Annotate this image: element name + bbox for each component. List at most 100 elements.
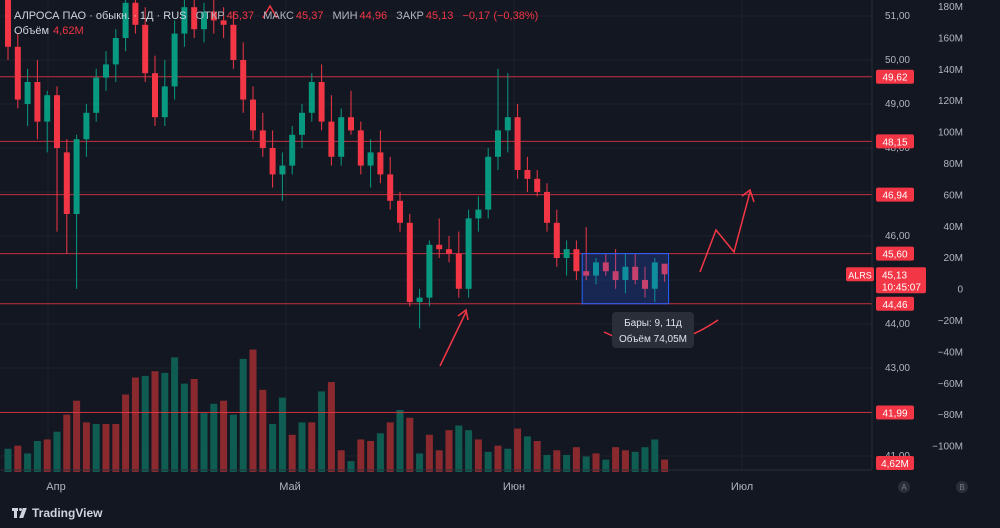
candle-body[interactable] xyxy=(367,152,374,166)
last-price-badge[interactable] xyxy=(876,267,926,294)
candle-body[interactable] xyxy=(642,280,648,289)
symbol-tag[interactable] xyxy=(846,267,874,282)
candle-body[interactable] xyxy=(348,117,354,131)
symbol-title[interactable]: АЛРОСА ПАО · обыкн. · 1Д · RUS xyxy=(14,10,187,22)
candle-body[interactable] xyxy=(112,38,119,65)
level-badge[interactable] xyxy=(876,134,914,149)
candle-body[interactable] xyxy=(651,262,658,289)
candle-body[interactable] xyxy=(504,117,511,131)
candle-body[interactable] xyxy=(54,95,60,148)
candle-body[interactable] xyxy=(289,134,296,166)
candle-body[interactable] xyxy=(161,86,168,118)
candle-body[interactable] xyxy=(5,0,11,47)
candle-body[interactable] xyxy=(485,156,492,210)
candle-body[interactable] xyxy=(416,297,423,302)
candle-body[interactable] xyxy=(563,249,570,258)
candle-body[interactable] xyxy=(622,266,629,280)
candle-body[interactable] xyxy=(612,271,619,280)
candle-body[interactable] xyxy=(436,244,443,250)
auto-scale-button[interactable] xyxy=(898,481,910,493)
volume-bar xyxy=(33,441,41,472)
candle-body[interactable] xyxy=(299,112,305,135)
candle-body[interactable] xyxy=(24,82,31,104)
candle-body[interactable] xyxy=(279,165,286,175)
candle-body[interactable] xyxy=(132,2,139,25)
level-badge-label: 48,15 xyxy=(882,137,907,148)
level-badge[interactable] xyxy=(876,187,914,202)
candle-body[interactable] xyxy=(93,77,100,113)
candle-body[interactable] xyxy=(573,249,580,272)
candle-body[interactable] xyxy=(83,112,90,140)
candle-body[interactable] xyxy=(181,7,188,34)
candle-body[interactable] xyxy=(426,244,433,298)
candle-body[interactable] xyxy=(455,253,462,289)
candle-body[interactable] xyxy=(338,117,345,157)
candle-body[interactable] xyxy=(446,249,452,254)
volume-bar xyxy=(151,371,159,472)
candle-body[interactable] xyxy=(661,263,668,275)
candle-body[interactable] xyxy=(259,130,266,148)
candle-body[interactable] xyxy=(387,174,394,201)
candle-body[interactable] xyxy=(495,130,501,157)
candle-body[interactable] xyxy=(269,148,276,175)
volume-bar xyxy=(435,450,443,472)
candle-body[interactable] xyxy=(514,117,521,170)
candle-body[interactable] xyxy=(534,178,541,192)
candle-body[interactable] xyxy=(142,24,149,74)
candle-body[interactable] xyxy=(524,170,531,179)
level-badge[interactable] xyxy=(876,69,914,84)
level-badge-label: 44,46 xyxy=(882,300,907,311)
candle-body[interactable] xyxy=(220,20,227,25)
candle-body[interactable] xyxy=(34,82,41,122)
candle-body[interactable] xyxy=(44,95,51,122)
candle-body[interactable] xyxy=(210,11,217,21)
candle-body[interactable] xyxy=(250,99,256,131)
candle-body[interactable] xyxy=(191,7,198,30)
measure-box[interactable] xyxy=(581,253,670,305)
candle-body[interactable] xyxy=(240,60,247,100)
symbol-header: АЛРОСА ПАО · обыкн. · 1Д · RUS ОТКР 45,37… xyxy=(14,10,544,22)
volume-bar xyxy=(180,383,188,472)
level-badge[interactable] xyxy=(876,246,914,261)
candle-body[interactable] xyxy=(63,152,70,214)
level-badge[interactable] xyxy=(876,405,914,420)
volume-scale-button[interactable] xyxy=(956,481,968,493)
candle-body[interactable] xyxy=(544,192,550,223)
candle-body[interactable] xyxy=(465,218,472,289)
volume-label: Объём xyxy=(14,25,50,37)
candle-body[interactable] xyxy=(377,152,384,175)
volume-bar xyxy=(24,453,32,472)
candle-body[interactable] xyxy=(103,64,109,78)
volume-tick-label: 120M xyxy=(938,96,963,107)
level-badge-label: 41,99 xyxy=(882,408,907,419)
high-value: 45,37 xyxy=(295,10,324,22)
candle-body[interactable] xyxy=(583,271,590,276)
candle-body[interactable] xyxy=(73,139,80,214)
candle-body[interactable] xyxy=(406,222,413,302)
volume-value: 4,62M xyxy=(53,25,84,37)
candle-body[interactable] xyxy=(318,82,325,122)
candle-body[interactable] xyxy=(308,82,315,113)
candle-body[interactable] xyxy=(122,2,129,39)
candle-body[interactable] xyxy=(230,24,237,60)
candle-body[interactable] xyxy=(593,262,599,276)
forecast-arrow-line xyxy=(699,191,751,273)
candle-body[interactable] xyxy=(397,200,403,223)
candle-body[interactable] xyxy=(553,222,560,258)
last-volume-badge[interactable] xyxy=(876,456,914,470)
candle-body[interactable] xyxy=(328,121,335,157)
price-chart[interactable]: Бары: 9, 11д Объём 74,05M 51,00 50,00 49,00… xyxy=(0,0,1000,500)
tradingview-logo[interactable]: TradingView xyxy=(12,506,102,520)
volume-tick-label: −100M xyxy=(932,442,963,453)
candle-body[interactable] xyxy=(201,11,207,30)
candle-body[interactable] xyxy=(357,130,364,166)
candle-body[interactable] xyxy=(475,209,482,219)
candle-body[interactable] xyxy=(152,73,158,118)
candle-body[interactable] xyxy=(632,266,639,280)
level-badge[interactable] xyxy=(876,296,914,311)
low-value: 44,96 xyxy=(359,10,388,22)
candle-body[interactable] xyxy=(171,33,178,87)
candle-body[interactable] xyxy=(14,46,21,100)
candle-body[interactable] xyxy=(602,262,609,272)
open-value: 45,37 xyxy=(226,10,255,22)
